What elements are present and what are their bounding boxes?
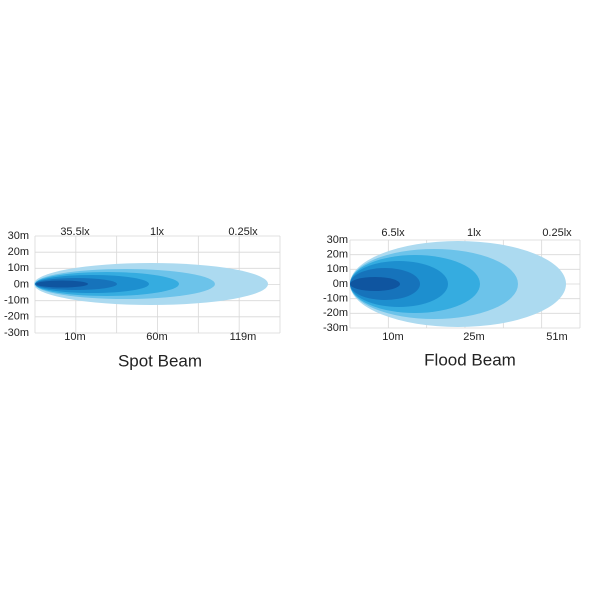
lux-label: 1lx [467,227,482,239]
y-label: 20m [8,246,29,258]
distance-label: 119m [230,331,257,343]
distance-label: 60m [146,331,167,343]
y-label: -10m [323,293,348,305]
lux-label: 35.5lx [60,226,90,238]
lux-label: 6.5lx [381,227,405,239]
panel-title: Spot Beam [118,351,202,370]
distance-label: 25m [463,331,484,343]
y-label: 30m [327,234,348,246]
lux-label: 1lx [150,226,165,238]
y-label: 30m [8,230,29,242]
y-label: 0m [333,278,348,290]
y-label: -10m [4,295,29,307]
y-label: -30m [323,322,348,334]
y-label: 10m [8,262,29,274]
flood-beam-pattern [350,241,566,327]
y-label: -20m [4,311,29,323]
beam-zone [350,277,400,291]
lux-label: 0.25lx [228,226,258,238]
y-label: 10m [327,263,348,275]
distance-label: 51m [546,331,567,343]
y-label: -20m [323,307,348,319]
y-label: -30m [4,327,29,339]
spot-beam-pattern [34,263,268,305]
lux-label: 0.25lx [542,227,572,239]
y-label: 20m [327,249,348,261]
y-label: 0m [14,278,29,290]
distance-label: 10m [64,331,85,343]
panel-title: Flood Beam [424,350,516,369]
distance-label: 10m [382,331,403,343]
beam-zone [36,280,88,288]
